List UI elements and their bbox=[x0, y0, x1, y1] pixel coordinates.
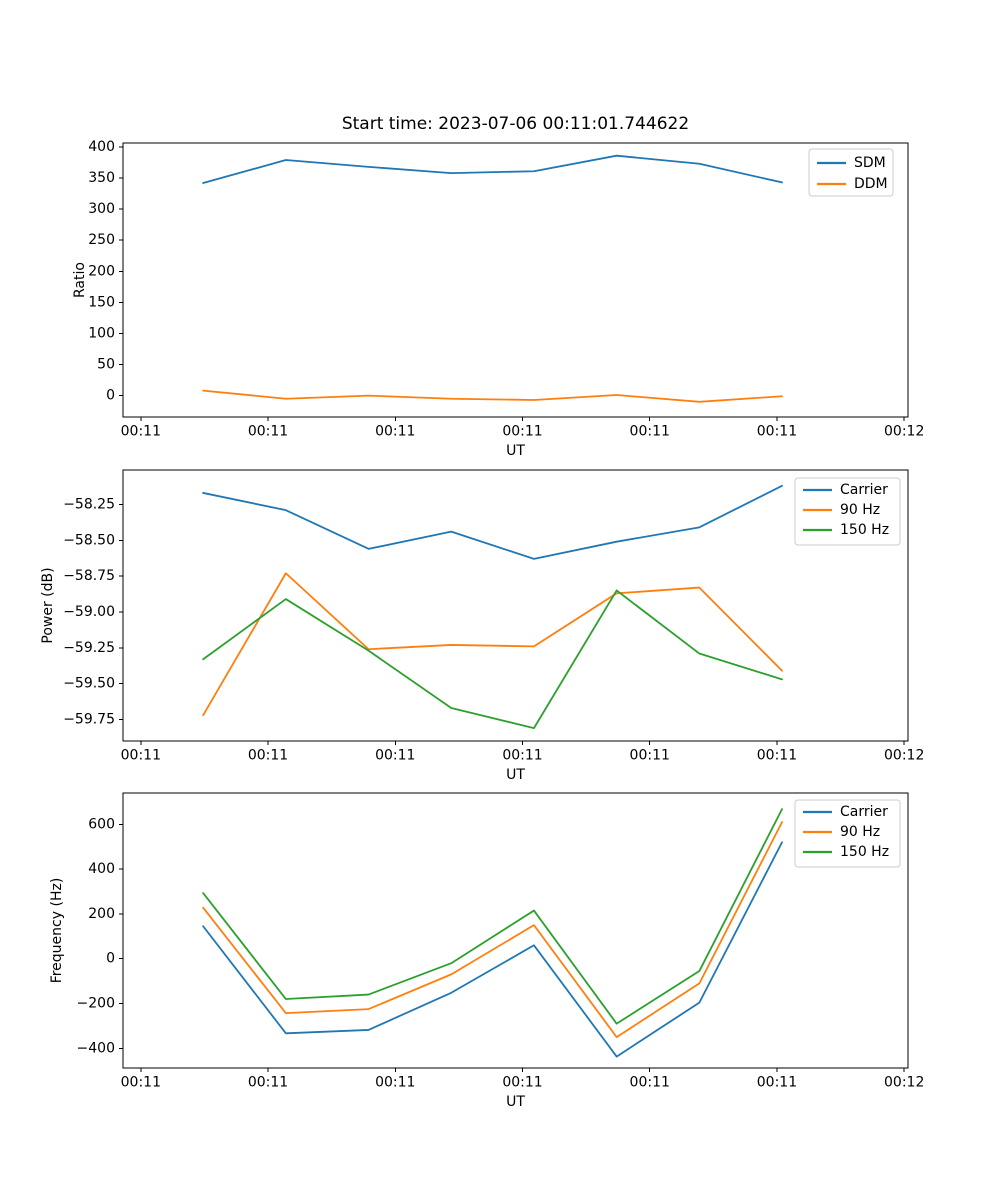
legend-label: 90 Hz bbox=[840, 824, 880, 840]
x-tick-label: 00:11 bbox=[630, 748, 670, 764]
legend-label: Carrier bbox=[840, 804, 888, 820]
x-tick-label: 00:11 bbox=[630, 1075, 670, 1091]
y-tick-label: 400 bbox=[88, 861, 115, 877]
legend-label: SDM bbox=[854, 155, 886, 171]
series-line-150-hz bbox=[202, 589, 783, 729]
series-line-carrier bbox=[202, 484, 783, 560]
x-tick-label: 00:12 bbox=[884, 1075, 924, 1091]
x-tick-label: 00:11 bbox=[375, 748, 415, 764]
legend-box bbox=[808, 148, 894, 197]
y-tick-label: 350 bbox=[88, 170, 115, 186]
x-tick-label: 00:11 bbox=[375, 424, 415, 440]
x-tick-label: 00:12 bbox=[884, 424, 924, 440]
y-tick-label: −59.75 bbox=[63, 711, 115, 727]
x-tick-label: 00:11 bbox=[121, 748, 161, 764]
y-tick-label: 150 bbox=[88, 294, 115, 310]
y-tick-label: −400 bbox=[77, 1040, 115, 1056]
x-tick-label: 00:11 bbox=[502, 1075, 542, 1091]
x-tick-label: 00:11 bbox=[248, 748, 288, 764]
axes-frame bbox=[122, 142, 909, 418]
y-tick-label: 0 bbox=[106, 951, 115, 967]
y-tick-label: 600 bbox=[88, 816, 115, 832]
series-line-90-hz bbox=[202, 821, 783, 1038]
x-tick-label: 00:11 bbox=[757, 424, 797, 440]
series-line-sdm bbox=[202, 154, 783, 184]
x-tick-label: 00:11 bbox=[630, 424, 670, 440]
y-tick-label: 100 bbox=[88, 325, 115, 341]
x-tick-label: 00:11 bbox=[502, 424, 542, 440]
y-tick-label: −200 bbox=[77, 996, 115, 1012]
legend-label: Carrier bbox=[840, 482, 888, 498]
y-tick-label: 50 bbox=[97, 357, 115, 373]
x-axis-label: UT bbox=[506, 443, 525, 459]
axes-frame bbox=[122, 469, 909, 742]
x-tick-label: 00:11 bbox=[757, 748, 797, 764]
series-line-carrier bbox=[202, 841, 783, 1058]
x-tick-label: 00:11 bbox=[121, 424, 161, 440]
y-tick-label: 250 bbox=[88, 232, 115, 248]
y-tick-label: 200 bbox=[88, 263, 115, 279]
series-line-150-hz bbox=[202, 808, 783, 1025]
x-tick-label: 00:11 bbox=[121, 1075, 161, 1091]
legend-label: 150 Hz bbox=[840, 522, 889, 538]
x-axis-label: UT bbox=[506, 767, 525, 783]
y-tick-label: −58.25 bbox=[63, 496, 115, 512]
figure-title: Start time: 2023-07-06 00:11:01.744622 bbox=[341, 114, 690, 134]
y-tick-label: 0 bbox=[106, 388, 115, 404]
y-tick-label: −59.50 bbox=[63, 676, 115, 692]
y-tick-label: 400 bbox=[88, 139, 115, 155]
x-tick-label: 00:12 bbox=[884, 748, 924, 764]
x-tick-label: 00:11 bbox=[248, 1075, 288, 1091]
x-axis-label: UT bbox=[506, 1094, 525, 1110]
x-tick-label: 00:11 bbox=[502, 748, 542, 764]
y-tick-label: 300 bbox=[88, 201, 115, 217]
series-line-90-hz bbox=[202, 572, 783, 717]
x-tick-label: 00:11 bbox=[248, 424, 288, 440]
y-axis-label: Ratio bbox=[72, 262, 88, 298]
x-tick-label: 00:11 bbox=[375, 1075, 415, 1091]
axes-frame bbox=[122, 792, 909, 1069]
y-tick-label: −58.50 bbox=[63, 532, 115, 548]
y-tick-label: 200 bbox=[88, 906, 115, 922]
legend-box bbox=[794, 799, 901, 868]
y-axis-label: Frequency (Hz) bbox=[49, 878, 65, 984]
legend-label: DDM bbox=[854, 176, 888, 192]
legend-label: 90 Hz bbox=[840, 502, 880, 518]
y-axis-label: Power (dB) bbox=[40, 567, 56, 643]
x-tick-label: 00:11 bbox=[757, 1075, 797, 1091]
y-tick-label: −59.25 bbox=[63, 640, 115, 656]
series-line-ddm bbox=[202, 389, 783, 403]
y-tick-label: −58.75 bbox=[63, 568, 115, 584]
legend-label: 150 Hz bbox=[840, 844, 889, 860]
y-tick-label: −59.00 bbox=[63, 604, 115, 620]
legend-box bbox=[794, 477, 901, 546]
